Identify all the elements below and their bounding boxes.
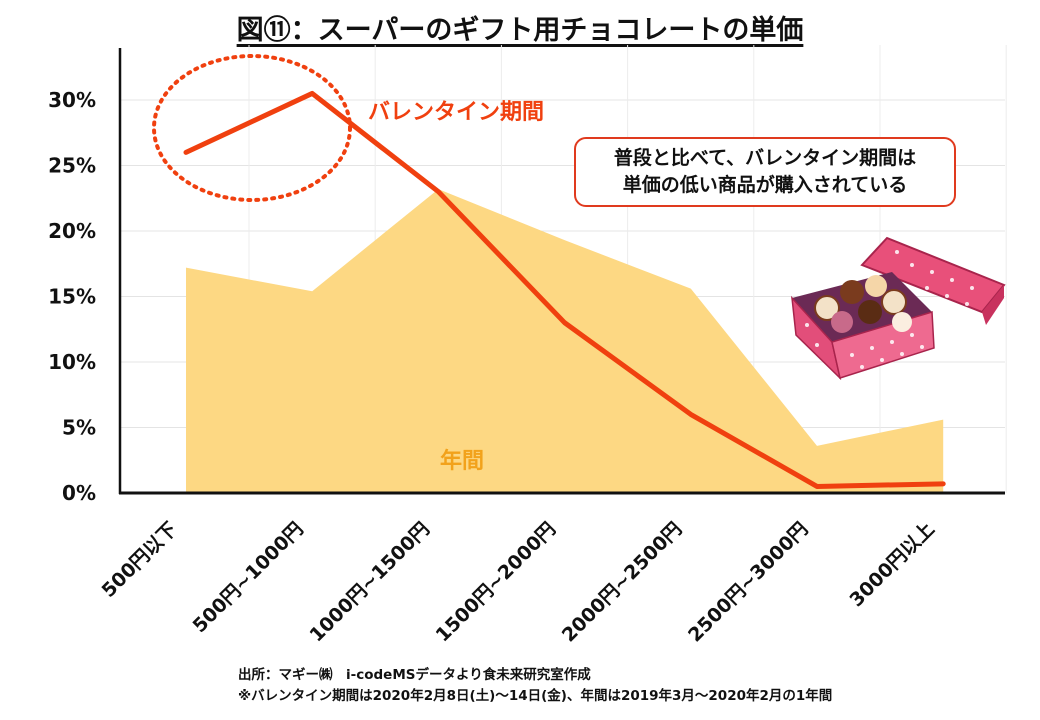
annual-series-label: 年間 xyxy=(440,448,484,474)
y-tick-label: 30% xyxy=(48,88,96,112)
source-line-2: ※バレンタイン期間は2020年2月8日(土)～14日(金)、年間は2019年3月… xyxy=(238,688,833,704)
y-ticks: 0% 5% 10% 15% 20% 25% 30% xyxy=(48,88,96,505)
chart: 0% 5% 10% 15% 20% 25% 30% 500円以下 500円~1000円1000… xyxy=(48,45,1007,646)
y-tick-label: 0% xyxy=(62,481,96,505)
valentine-line xyxy=(183,90,946,489)
source-note: 出所：マギー㈱ i-codeMSデータより食未来研究室作成 ※バレンタイン期間は… xyxy=(238,665,1028,707)
y-tick-label: 15% xyxy=(48,285,96,309)
x-tick-label: 1500円~2000円 xyxy=(432,518,560,646)
callout-line-1: 普段と比べて、バレンタイン期間は xyxy=(613,147,917,169)
x-tick-label: 500円以下 xyxy=(98,518,182,602)
y-tick-label: 25% xyxy=(48,154,96,178)
x-tick-label: 3000円以上 xyxy=(845,518,938,611)
source-line-1: 出所：マギー㈱ i-codeMSデータより食未来研究室作成 xyxy=(238,667,591,683)
axes xyxy=(118,48,1005,495)
valentine-series-label: バレンタイン期間 xyxy=(368,100,544,125)
chocolate-box-illustration xyxy=(791,236,1006,380)
y-tick-label: 5% xyxy=(62,416,96,440)
x-tick-label: 2000円~2500円 xyxy=(558,518,686,646)
x-ticks: 500円以下 500円~1000円1000円~1500円1500円~2000円20… xyxy=(98,518,939,646)
annual-area-shape xyxy=(186,189,944,493)
annual-area xyxy=(186,189,944,493)
y-tick-label: 20% xyxy=(48,219,96,243)
y-tick-label: 10% xyxy=(48,350,96,374)
x-tick-label: 2500円~3000円 xyxy=(684,518,812,646)
highlight-ellipse xyxy=(152,54,352,202)
chart-title: 図⑪：スーパーのギフト用チョコレートの単価 xyxy=(236,15,804,46)
callout-line-2: 単価の低い商品が購入されている xyxy=(622,174,908,196)
x-tick-label: 1000円~1500円 xyxy=(305,518,433,646)
annotation-callout: 普段と比べて、バレンタイン期間は 単価の低い商品が購入されている xyxy=(574,137,956,207)
x-tick-label: 500円~1000円 xyxy=(189,518,308,637)
